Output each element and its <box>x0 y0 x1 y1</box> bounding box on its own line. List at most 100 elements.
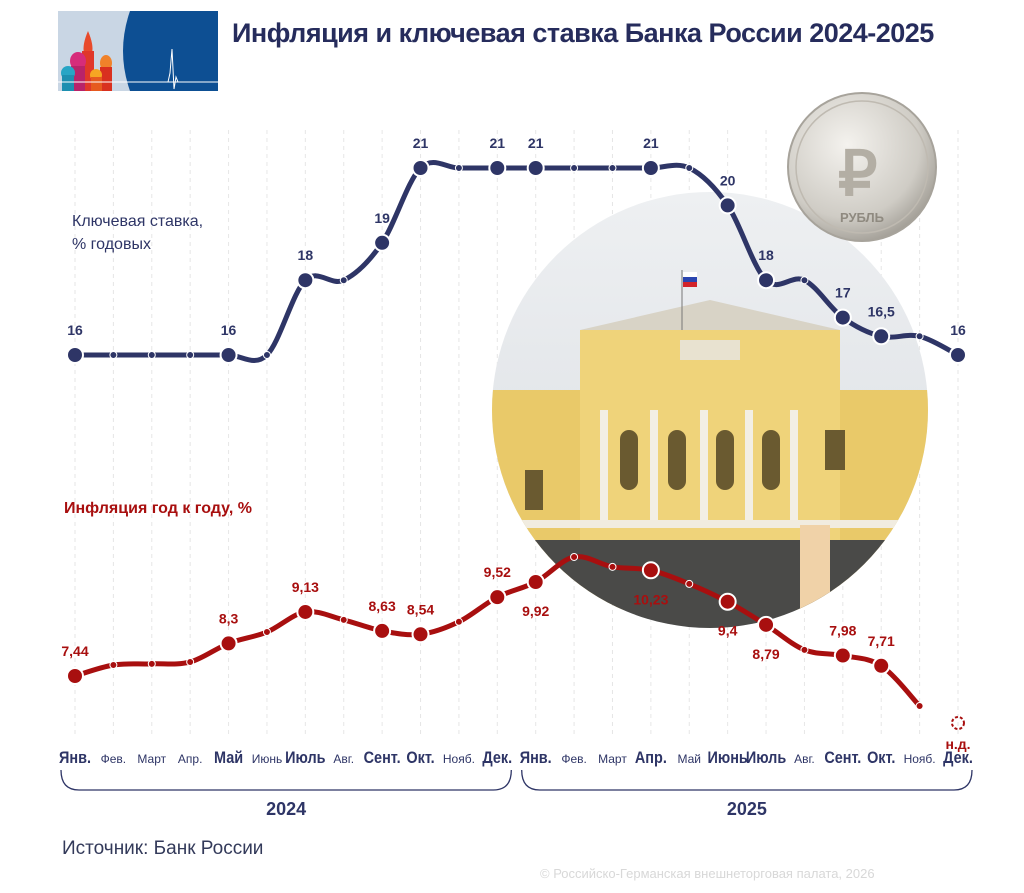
ruble-coin: ₽ РУБЛЬ <box>787 92 937 242</box>
x-tick-label: Авг. <box>333 752 354 766</box>
year-bracket <box>521 769 973 791</box>
inflation-point <box>454 617 463 626</box>
inflation-data-label: 8,63 <box>369 598 396 614</box>
key-rate-point <box>66 346 84 364</box>
inflation-data-label: 9,13 <box>292 579 319 595</box>
x-tick-label: Янв. <box>59 749 91 767</box>
key-rate-point <box>949 346 967 364</box>
year-label: 2024 <box>266 799 306 819</box>
key-rate-data-label: 18 <box>298 247 314 263</box>
x-tick-label: Март <box>598 752 627 766</box>
inflation-data-label: 7,71 <box>868 633 895 649</box>
inflation-point <box>219 634 238 653</box>
x-tick-label: Июнь <box>252 752 283 766</box>
x-tick-label: Июль <box>285 749 326 767</box>
key-rate-point <box>147 351 156 359</box>
key-rate-point <box>186 351 195 359</box>
key-rate-data-label: 16 <box>67 322 83 338</box>
x-tick-label: Март <box>137 752 166 766</box>
year-label: 2025 <box>727 799 767 819</box>
inflation-point <box>109 661 118 670</box>
x-tick-label: Май <box>214 749 243 767</box>
key-rate-data-label: 16,5 <box>868 303 895 319</box>
key-rate-data-label: 18 <box>758 247 774 263</box>
inflation-data-label: 8,79 <box>752 646 779 662</box>
inflation-missing-point <box>951 716 965 730</box>
key-rate-point <box>296 271 315 290</box>
key-rate-point <box>339 276 348 285</box>
x-tick-label: Нояб. <box>443 752 475 766</box>
inflation-series: 7,44 8,3 9,13 8,63 8,54 9,52 9,92 10,23 9,4 8,79 7… <box>61 552 971 752</box>
key-rate-legend-line2: % годовых <box>72 236 151 253</box>
inflation-point <box>186 657 195 666</box>
key-rate-point <box>800 276 809 285</box>
building-photo <box>492 192 928 628</box>
key-rate-data-label: 16 <box>950 322 966 338</box>
x-tick-label: Янв. <box>520 749 552 767</box>
key-rate-data-label: 21 <box>413 135 429 151</box>
x-tick-label: Сент. <box>824 749 861 767</box>
year-bracket <box>60 769 512 791</box>
inflation-data-label: 8,3 <box>219 610 239 626</box>
x-tick-label: Июль <box>746 749 787 767</box>
key-rate-data-label: 20 <box>720 172 736 188</box>
key-rate-point <box>488 159 507 177</box>
key-rate-point <box>757 271 776 290</box>
inflation-point <box>833 646 852 665</box>
x-tick-label: Фев. <box>101 752 127 766</box>
x-tick-label: Дек. <box>482 749 512 767</box>
inflation-data-label: 7,44 <box>61 643 88 659</box>
key-rate-data-label: 21 <box>643 135 659 151</box>
x-tick-label: Сент. <box>364 749 401 767</box>
key-rate-point <box>262 351 271 359</box>
x-tick-label: Нояб. <box>904 752 936 766</box>
key-rate-point <box>718 196 737 215</box>
inflation-point <box>296 602 315 621</box>
inflation-data-label: 10,23 <box>633 591 668 607</box>
x-tick-label: Авг. <box>794 752 815 766</box>
inflation-point <box>66 667 84 685</box>
inflation-point <box>915 701 924 710</box>
key-rate-data-label: 16 <box>221 322 237 338</box>
key-rate-point <box>608 164 617 172</box>
key-rate-legend-line1: Ключевая ставка, <box>72 213 204 230</box>
inflation-point <box>339 615 348 624</box>
copyright: © Российско-Германская внешнеторговая па… <box>540 866 875 881</box>
key-rate-point <box>219 346 238 364</box>
inflation-point <box>757 615 776 634</box>
logo <box>58 11 218 91</box>
inflation-point <box>641 561 660 580</box>
coin-text: РУБЛЬ <box>840 210 884 225</box>
x-tick-label: Апр. <box>635 749 667 767</box>
inflation-point <box>800 645 809 654</box>
key-rate-point <box>526 159 545 177</box>
key-rate-point <box>833 308 852 327</box>
inflation-point <box>262 628 271 637</box>
x-tick-label: Июнь <box>707 749 748 767</box>
inflation-point <box>608 562 617 571</box>
inflation-point <box>685 579 694 588</box>
inflation-point <box>570 552 579 561</box>
inflation-data-label: н.д. <box>945 736 970 752</box>
inflation-point <box>718 592 737 611</box>
inflation-point <box>411 625 430 644</box>
key-rate-data-label: 21 <box>490 135 506 151</box>
x-tick-label: Окт. <box>406 749 434 767</box>
key-rate-point <box>685 164 694 172</box>
key-rate-data-label: 17 <box>835 285 851 301</box>
x-tick-label: Дек. <box>943 749 973 767</box>
key-rate-point <box>454 164 463 172</box>
x-tick-label: Фев. <box>561 752 587 766</box>
ruble-symbol: ₽ <box>838 140 877 209</box>
inflation-point <box>147 659 156 668</box>
key-rate-data-label: 19 <box>374 210 390 226</box>
inflation-point <box>872 656 891 675</box>
key-rate-point <box>373 233 392 252</box>
key-rate-series: 16 16 18 19 21 21 21 21 20 18 17 16,5 16 <box>66 135 967 364</box>
inflation-data-label: 9,92 <box>522 603 549 619</box>
source-note: Источник: Банк России <box>62 838 264 859</box>
inflation-point <box>488 588 507 607</box>
x-axis: Янв. Фев. Март Апр. Май Июнь Июль Авг. Сент. Окт.… <box>59 749 973 819</box>
key-rate-legend: Ключевая ставка, % годовых <box>72 210 203 256</box>
